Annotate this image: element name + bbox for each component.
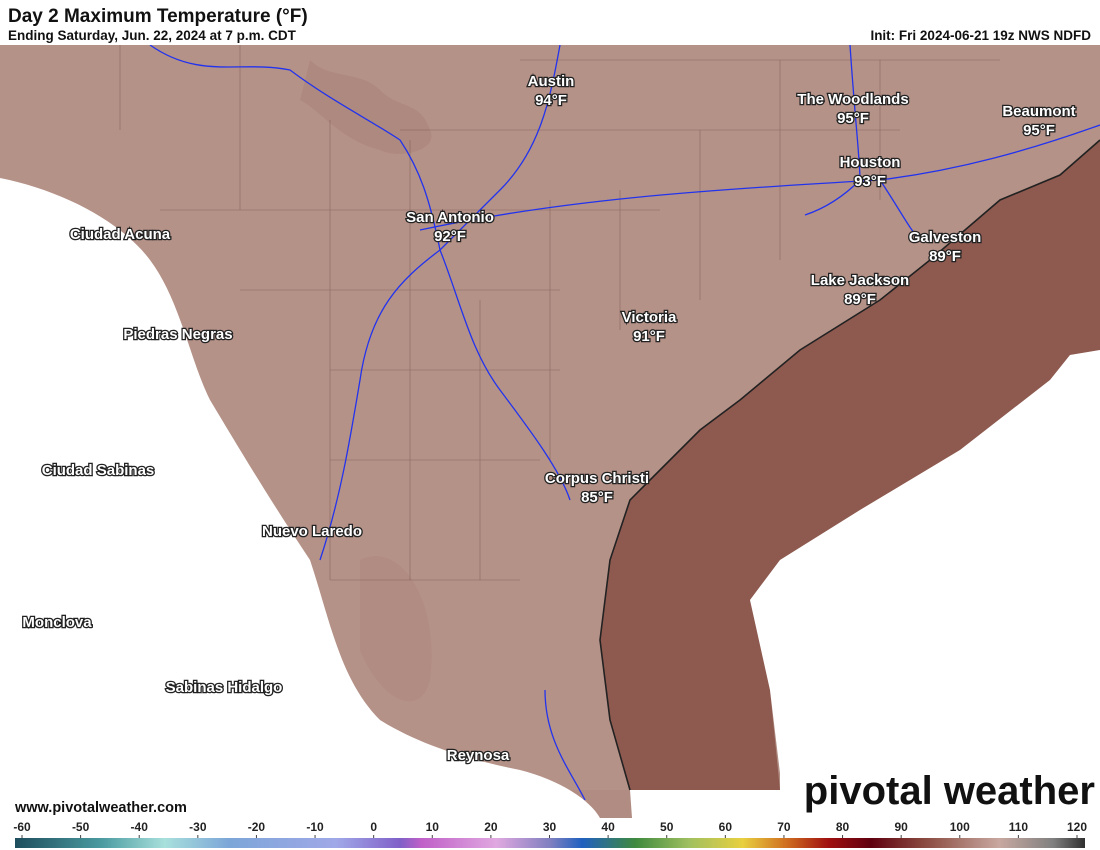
colorbar-tick-label: 40 (601, 820, 615, 834)
colorbar-tick-label: -60 (13, 820, 31, 834)
logo: pivotal weather (804, 769, 1095, 813)
place-name: Ciudad Sabinas (42, 462, 155, 479)
colorbar-tick-label: -20 (248, 820, 266, 834)
colorbar-tick-label: 60 (719, 820, 733, 834)
rivers (149, 44, 1100, 801)
city-temp: 94°F (535, 92, 567, 109)
city-name: Lake Jackson (811, 272, 909, 289)
place-name: Ciudad Acuna (70, 226, 171, 243)
place-name: Reynosa (447, 747, 510, 764)
subtitle: Ending Saturday, Jun. 22, 2024 at 7 p.m.… (8, 28, 297, 43)
colorbar-tick-label: 10 (426, 820, 440, 834)
place-name: Nuevo Laredo (262, 523, 362, 540)
colorbar-tick-label: -10 (306, 820, 324, 834)
url: www.pivotalweather.com (14, 800, 187, 816)
city-name: San Antonio (406, 209, 494, 226)
place-name: Monclova (22, 614, 92, 631)
colorbar-tick-label: 100 (950, 820, 970, 834)
place-name: Sabinas Hidalgo (166, 679, 283, 696)
city-temp: 85°F (581, 489, 613, 506)
place-name: Piedras Negras (123, 326, 232, 343)
city-name: Victoria (622, 309, 677, 326)
title: Day 2 Maximum Temperature (°F) (8, 6, 308, 27)
labels: Austin 94°F The Woodlands 95°F Beaumont 95°F H… (21, 72, 1077, 766)
city-name: Beaumont (1002, 103, 1075, 120)
colorbar-tick-label: 80 (836, 820, 850, 834)
colorbar-tick-label: 70 (777, 820, 791, 834)
colorbar-tick-label: 50 (660, 820, 674, 834)
colorbar (15, 838, 1085, 848)
city-temp: 95°F (1023, 122, 1055, 139)
city-name: Galveston (909, 229, 982, 246)
city-temp: 95°F (837, 110, 869, 127)
city-temp: 91°F (633, 328, 665, 345)
header-bg (0, 0, 1100, 45)
colorbar-tick-label: 110 (1009, 820, 1029, 834)
colorbar-tick-label: -40 (131, 820, 149, 834)
no-data (0, 178, 600, 818)
city-name: Austin (528, 73, 575, 90)
city-name: The Woodlands (797, 91, 908, 108)
city-temp: 89°F (929, 248, 961, 265)
logo-bg (780, 766, 1098, 816)
colorbar-ticks: -60 -50 -40 -30 -20 -10 0 10 20 30 40 50 60 70 80 90 100… (13, 820, 1087, 838)
no-data (630, 350, 1100, 818)
colorbar-tick-label: -50 (72, 820, 90, 834)
colorbar-tick-label: -30 (189, 820, 207, 834)
gulf (600, 140, 1100, 790)
city-name: Houston (840, 154, 901, 171)
colorbar-tick-label: 20 (484, 820, 498, 834)
city-temp: 93°F (854, 173, 886, 190)
counties (119, 45, 1000, 581)
city-temp: 89°F (844, 291, 876, 308)
coastline (599, 139, 1100, 791)
colorbar-tick-label: 90 (894, 820, 908, 834)
colorbar-tick-label: 0 (370, 820, 377, 834)
city-temp: 92°F (434, 228, 466, 245)
colorbar-tick-label: 120 (1067, 820, 1087, 834)
colorbar-tick-label: 30 (543, 820, 557, 834)
init-time: Init: Fri 2024-06-21 19z NWS NDFD (870, 28, 1091, 43)
city-name: Corpus Christi (545, 470, 649, 487)
